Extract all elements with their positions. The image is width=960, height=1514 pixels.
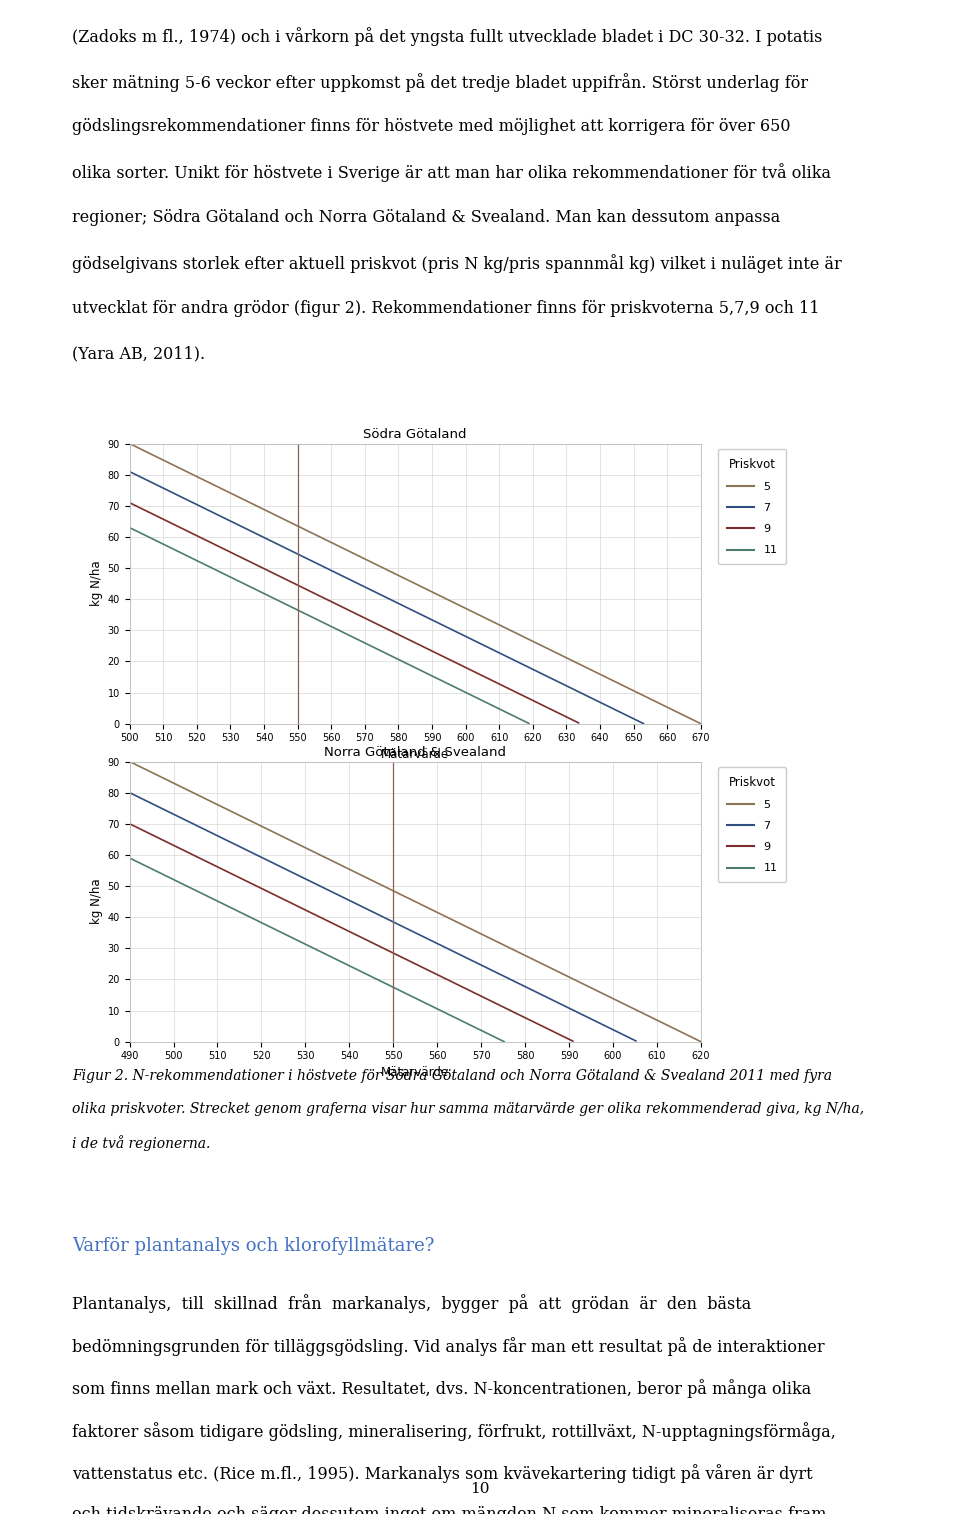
Text: 10: 10 [470,1482,490,1496]
Text: vattenstatus etc. (Rice m.fl., 1995). Markanalys som kvävekartering tidigt på vå: vattenstatus etc. (Rice m.fl., 1995). Ma… [72,1464,812,1482]
Title: Norra Götaland & Svealand: Norra Götaland & Svealand [324,746,506,759]
Y-axis label: kg N/ha: kg N/ha [90,878,104,925]
Text: gödselgivans storlek efter aktuell priskvot (pris N kg/pris spannmål kg) vilket : gödselgivans storlek efter aktuell prisk… [72,254,842,273]
Title: Södra Götaland: Södra Götaland [364,428,467,441]
Legend: 5, 7, 9, 11: 5, 7, 9, 11 [718,450,786,565]
Text: som finns mellan mark och växt. Resultatet, dvs. N-koncentrationen, beror på mån: som finns mellan mark och växt. Resultat… [72,1379,811,1397]
Text: Varför plantanalys och klorofyllmätare?: Varför plantanalys och klorofyllmätare? [72,1237,434,1255]
Text: i de två regionerna.: i de två regionerna. [72,1136,210,1151]
Legend: 5, 7, 9, 11: 5, 7, 9, 11 [718,768,786,883]
Text: utvecklat för andra grödor (figur 2). Rekommendationer finns för priskvoterna 5,: utvecklat för andra grödor (figur 2). Re… [72,300,820,316]
Text: Figur 2. N-rekommendationer i höstvete för Södra Götaland och Norra Götaland & S: Figur 2. N-rekommendationer i höstvete f… [72,1069,832,1083]
Text: (Yara AB, 2011).: (Yara AB, 2011). [72,345,205,362]
Text: gödslingsrekommendationer finns för höstvete med möjlighet att korrigera för öve: gödslingsrekommendationer finns för höst… [72,118,790,135]
Text: bedömningsgrunden för tilläggsgödsling. Vid analys får man ett resultat på de in: bedömningsgrunden för tilläggsgödsling. … [72,1337,825,1355]
Text: faktorer såsom tidigare gödsling, mineralisering, förfrukt, rottillväxt, N-uppta: faktorer såsom tidigare gödsling, minera… [72,1422,836,1440]
X-axis label: Mätarvärde: Mätarvärde [381,1066,449,1078]
X-axis label: Mätarvärde: Mätarvärde [381,748,449,760]
Text: olika sorter. Unikt för höstvete i Sverige är att man har olika rekommendationer: olika sorter. Unikt för höstvete i Sveri… [72,164,831,182]
Text: och tidskrävande och säger dessutom inget om mängden N som kommer mineraliseras : och tidskrävande och säger dessutom inge… [72,1506,827,1514]
Text: olika priskvoter. Strecket genom graferna visar hur samma mätarvärde ger olika r: olika priskvoter. Strecket genom grafern… [72,1102,864,1116]
Y-axis label: kg N/ha: kg N/ha [90,560,104,607]
Text: (Zadoks m fl., 1974) och i vårkorn på det yngsta fullt utvecklade bladet i DC 30: (Zadoks m fl., 1974) och i vårkorn på de… [72,27,823,45]
Text: regioner; Södra Götaland och Norra Götaland & Svealand. Man kan dessutom anpassa: regioner; Södra Götaland och Norra Götal… [72,209,780,226]
Text: sker mätning 5-6 veckor efter uppkomst på det tredje bladet uppifrån. Störst und: sker mätning 5-6 veckor efter uppkomst p… [72,73,808,91]
Text: Plantanalys,  till  skillnad  från  markanalys,  bygger  på  att  grödan  är  de: Plantanalys, till skillnad från markanal… [72,1294,752,1313]
